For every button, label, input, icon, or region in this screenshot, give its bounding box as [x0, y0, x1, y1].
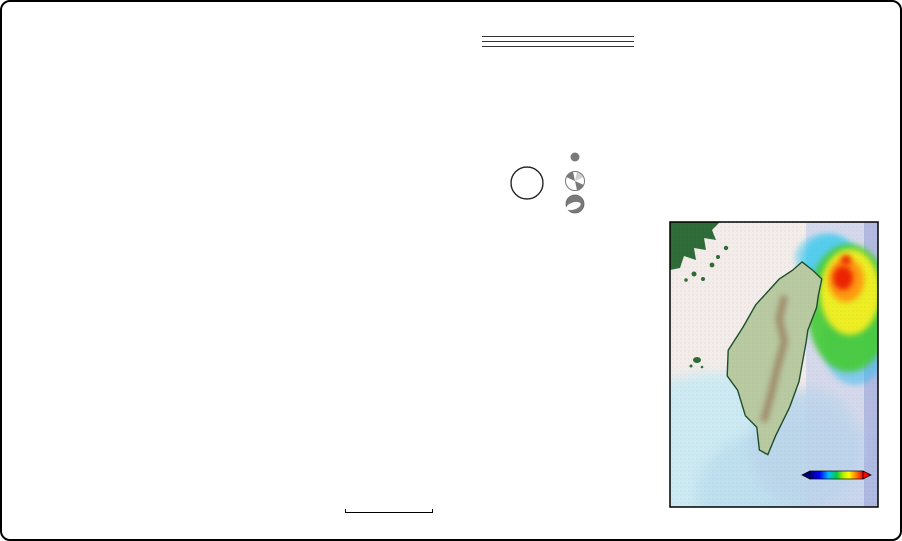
dc-ball-icon: [565, 171, 585, 191]
plane-2-dip: [558, 41, 596, 47]
iso-item: [564, 146, 589, 168]
best-fit-panel: [482, 18, 642, 218]
col-rake: [596, 34, 634, 37]
plane-2-rake: [596, 41, 634, 47]
taiwan-station-map: [669, 221, 879, 508]
clvd-item: [564, 193, 589, 215]
plane-1-dip: [558, 36, 596, 42]
plane-2-label: [482, 41, 520, 47]
col-dip: [558, 34, 596, 37]
focal-mechanism-beachball-icon: [510, 166, 544, 200]
map-frame: [669, 221, 879, 508]
time-scalebar: [345, 509, 433, 514]
plane-1-rake: [596, 36, 634, 42]
scalebar-line: [345, 509, 433, 513]
nodal-plane-table: [482, 34, 634, 47]
map-base: [670, 222, 878, 507]
mr-colorbar: [801, 470, 872, 480]
misfit-reduction-plot: [636, 52, 902, 202]
plane-2-row: [482, 41, 634, 47]
plane-1-row: [482, 36, 634, 42]
mechanism-area: [482, 146, 642, 230]
plane-1-strike: [520, 36, 558, 42]
stipple-overlay: [670, 222, 878, 507]
dc-item: [564, 170, 589, 192]
plane-2-strike: [520, 41, 558, 47]
iso-ball-icon: [570, 152, 580, 162]
plane-1-label: [482, 36, 520, 42]
col-strike: [520, 34, 558, 37]
clvd-ball-icon: [565, 194, 585, 214]
